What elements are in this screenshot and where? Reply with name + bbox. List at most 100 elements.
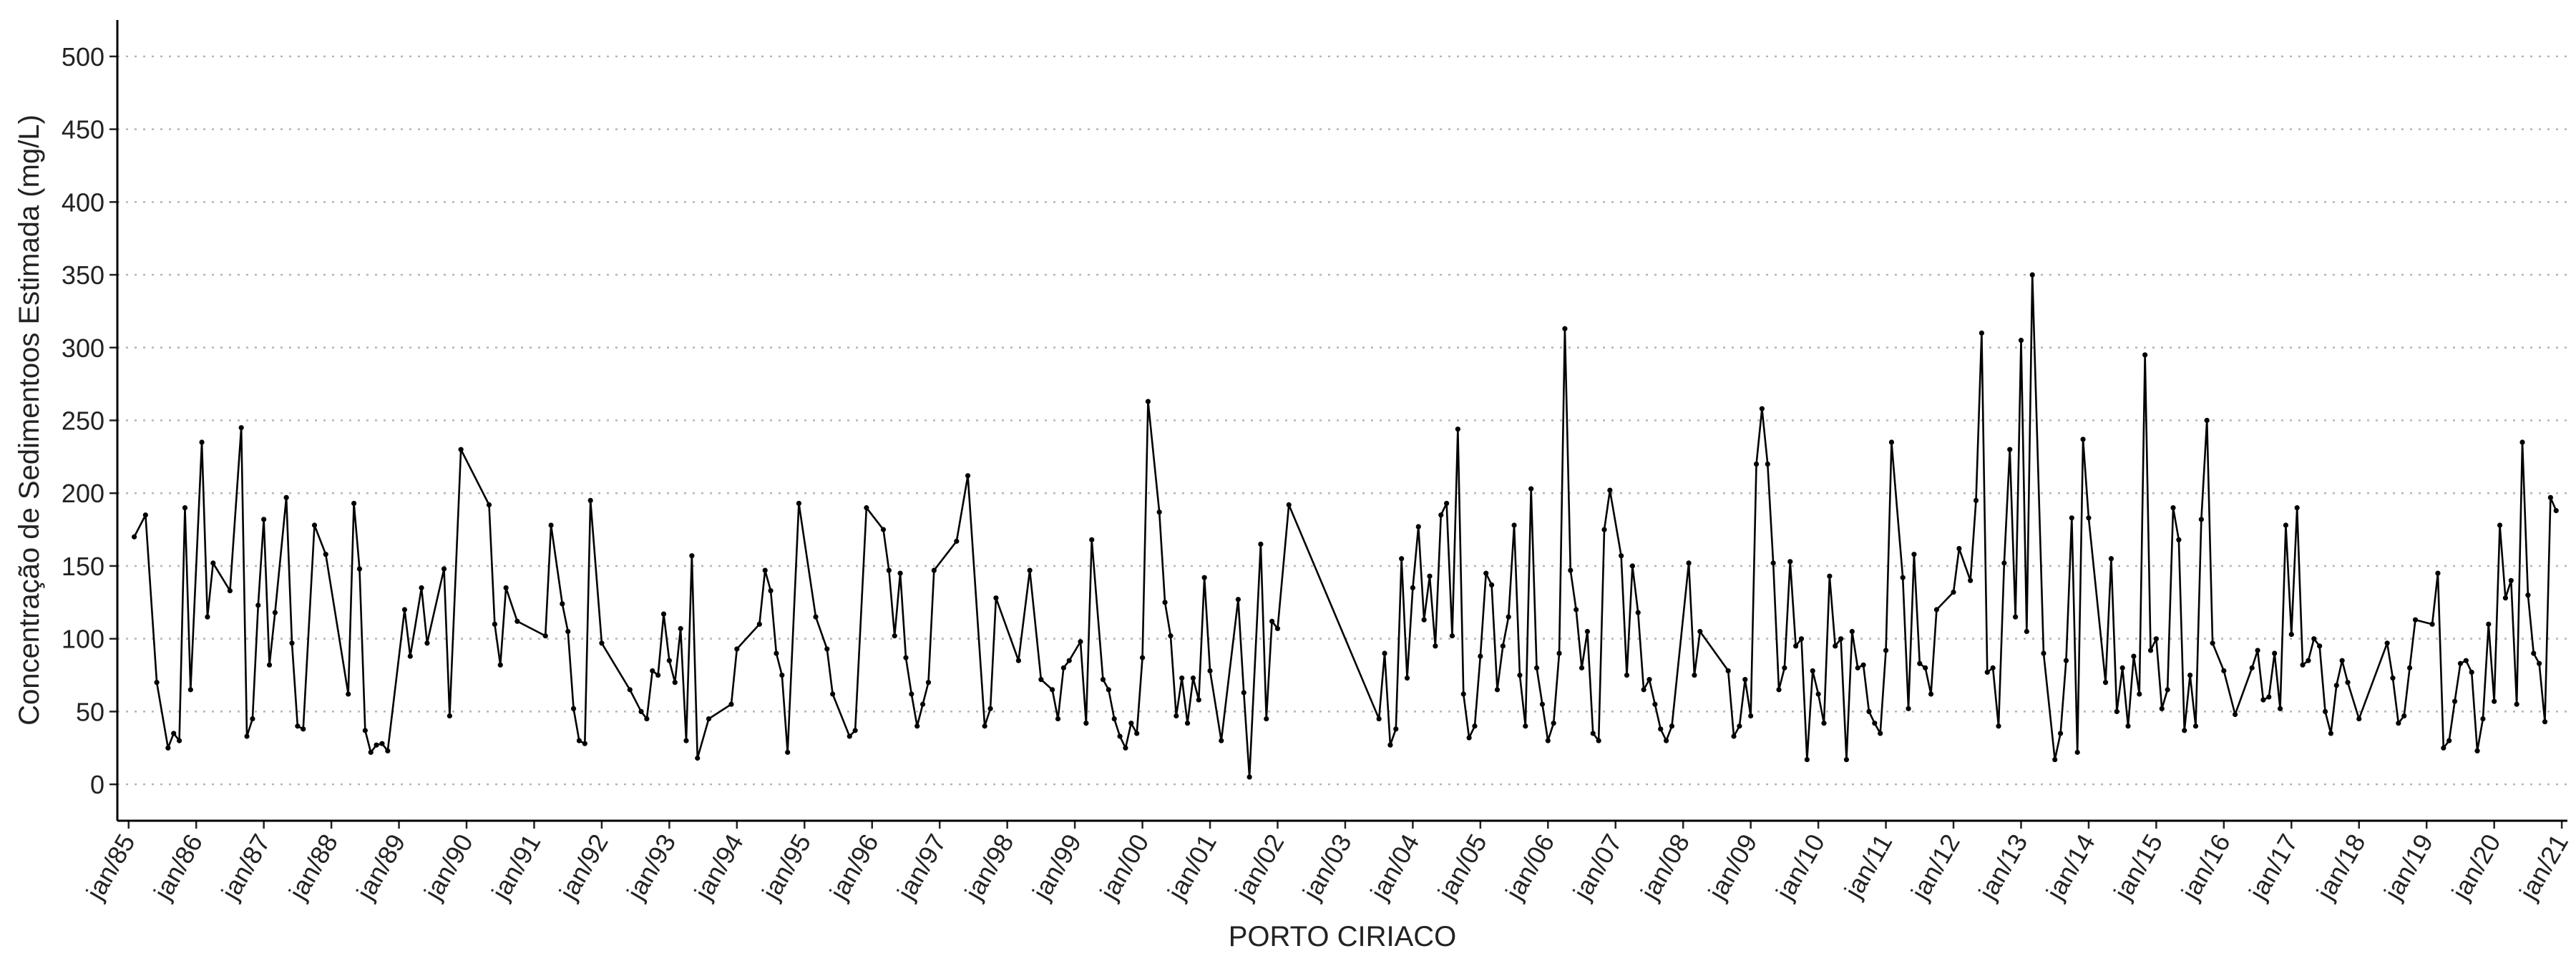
data-point <box>1568 567 1574 573</box>
data-point <box>864 504 869 511</box>
data-point <box>1449 633 1455 639</box>
data-point <box>1669 723 1675 729</box>
data-point <box>2384 640 2390 646</box>
data-point <box>1782 665 1787 670</box>
data-point <box>1906 706 1911 711</box>
data-point <box>171 731 177 736</box>
data-point <box>1911 552 1917 557</box>
data-point <box>672 680 678 686</box>
x-tick-label: jan/92 <box>553 829 614 905</box>
data-point <box>2221 668 2227 674</box>
data-point <box>266 662 273 668</box>
data-point <box>1196 697 1201 703</box>
data-point <box>1753 461 1760 467</box>
data-point <box>1556 650 1562 656</box>
x-tick-label: jan/09 <box>1702 829 1763 905</box>
data-point <box>2441 745 2446 751</box>
data-point <box>1731 733 1737 739</box>
data-point <box>1551 721 1556 726</box>
data-point <box>419 585 424 591</box>
data-point <box>374 742 379 748</box>
data-point <box>1646 677 1652 683</box>
data-point <box>2502 595 2509 601</box>
data-point <box>1241 690 1246 696</box>
data-point <box>1111 716 1117 722</box>
x-tick-label: jan/12 <box>1905 829 1966 905</box>
data-point <box>824 646 830 652</box>
data-point <box>2192 723 2199 729</box>
data-point <box>582 741 587 746</box>
data-point <box>2328 731 2334 736</box>
data-point <box>1843 756 1850 763</box>
data-point <box>1759 406 1765 411</box>
y-tick-label: 300 <box>62 333 104 363</box>
data-point <box>576 738 582 743</box>
data-point <box>1410 585 1415 591</box>
data-point <box>1821 721 1827 726</box>
data-point <box>311 522 318 528</box>
data-point <box>2446 738 2452 743</box>
data-point <box>1246 774 1252 780</box>
data-point <box>1641 687 1646 693</box>
data-point <box>1855 665 1860 670</box>
data-point <box>1748 713 1754 719</box>
data-point <box>2525 592 2531 598</box>
data-point <box>1201 575 1207 580</box>
data-point <box>925 680 932 686</box>
data-point <box>627 687 633 693</box>
data-point <box>2514 701 2519 707</box>
data-point <box>2147 648 2154 653</box>
data-point <box>1607 487 1613 493</box>
data-line <box>133 273 2557 779</box>
data-point <box>683 738 689 743</box>
x-axis-title: PORTO CIRIACO <box>1229 921 1457 952</box>
data-point <box>695 755 701 761</box>
data-point <box>2108 556 2114 562</box>
x-tick-label: jan/89 <box>350 829 411 905</box>
data-point <box>1798 636 1805 642</box>
data-point <box>1776 687 1782 693</box>
data-point <box>244 733 250 739</box>
data-point <box>250 716 255 722</box>
data-point <box>779 672 785 678</box>
data-point <box>2018 338 2024 343</box>
data-point <box>385 748 391 753</box>
data-point <box>1207 668 1213 674</box>
data-point <box>1833 643 1838 649</box>
data-point <box>2159 706 2165 711</box>
data-point <box>441 566 447 572</box>
data-point <box>2300 662 2306 668</box>
data-point <box>1787 559 1793 565</box>
data-point <box>2187 672 2193 678</box>
data-point <box>1629 563 1635 569</box>
data-point <box>2547 494 2553 500</box>
x-tick-label: jan/00 <box>1093 829 1154 905</box>
data-point <box>1658 726 1664 732</box>
data-point <box>2249 665 2255 670</box>
data-point <box>187 687 193 693</box>
data-point <box>1393 726 1399 732</box>
y-tick-label: 350 <box>62 260 104 290</box>
data-point <box>666 658 672 663</box>
x-tick-label: jan/07 <box>1567 829 1628 905</box>
data-point <box>993 595 999 601</box>
data-point <box>2176 537 2182 542</box>
data-point <box>768 587 774 594</box>
y-tick-label: 50 <box>76 697 104 726</box>
data-point <box>2277 706 2283 711</box>
data-point <box>255 602 261 608</box>
data-point <box>1765 461 1770 467</box>
data-point <box>1258 541 1264 547</box>
data-point <box>1917 660 1923 666</box>
data-point <box>2474 748 2480 753</box>
data-point <box>2204 417 2210 424</box>
data-point <box>587 497 593 504</box>
data-point <box>560 601 565 607</box>
data-point <box>1810 668 1815 674</box>
data-point <box>514 618 520 624</box>
data-point <box>2492 698 2497 704</box>
data-point <box>486 502 492 508</box>
data-point <box>272 610 278 615</box>
x-tick-label: jan/93 <box>620 829 681 905</box>
data-point <box>2086 515 2092 521</box>
